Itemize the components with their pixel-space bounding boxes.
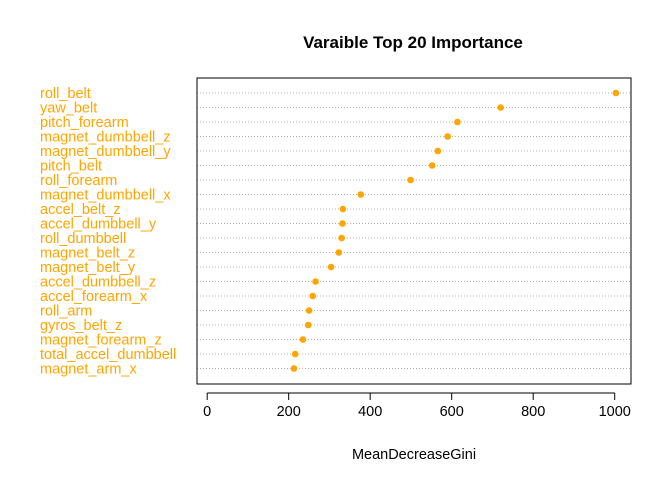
data-point bbox=[339, 205, 347, 213]
data-point bbox=[291, 350, 299, 358]
x-tick-label: 800 bbox=[521, 404, 545, 420]
category-label: accel_forearm_x bbox=[40, 289, 148, 305]
x-tick-label: 0 bbox=[203, 404, 211, 420]
data-point bbox=[497, 104, 504, 111]
data-point bbox=[305, 307, 313, 314]
category-label: pitch_forearm bbox=[40, 115, 129, 131]
data-point bbox=[339, 220, 346, 227]
category-label: magnet_forearm_z bbox=[40, 333, 162, 349]
category-label: accel_dumbbell_z bbox=[40, 275, 156, 291]
category-labels: roll_beltyaw_beltpitch_forearmmagnet_dum… bbox=[40, 86, 176, 378]
data-points bbox=[290, 89, 620, 372]
grid-lines bbox=[197, 92, 631, 369]
data-point bbox=[357, 191, 365, 198]
category-label: magnet_dumbbell_z bbox=[40, 130, 171, 146]
data-point bbox=[428, 162, 436, 169]
data-point bbox=[290, 365, 298, 372]
data-point bbox=[327, 263, 335, 271]
chart-title: Varaible Top 20 Importance bbox=[303, 33, 523, 52]
data-point bbox=[444, 133, 451, 140]
category-label: gyros_belt_z bbox=[40, 318, 122, 334]
category-label: magnet_dumbbell_y bbox=[40, 144, 171, 160]
data-point bbox=[309, 292, 317, 300]
x-axis: 0 200 400 600 800 1000 bbox=[203, 392, 631, 420]
category-label: pitch_belt bbox=[40, 159, 102, 175]
data-point bbox=[338, 234, 345, 242]
category-label: accel_dumbbell_y bbox=[40, 217, 157, 233]
data-point bbox=[454, 118, 461, 126]
x-tick-label: 1000 bbox=[599, 404, 631, 420]
category-label: accel_belt_z bbox=[40, 202, 121, 218]
category-label: yaw_belt bbox=[40, 101, 97, 117]
category-label: roll_dumbbell bbox=[40, 231, 126, 247]
x-axis-label: MeanDecreaseGini bbox=[352, 447, 476, 463]
category-label: roll_arm bbox=[40, 304, 92, 320]
data-point bbox=[434, 147, 442, 155]
category-label: roll_forearm bbox=[40, 173, 117, 189]
data-point bbox=[299, 336, 307, 343]
data-point bbox=[304, 321, 312, 329]
category-label: magnet_dumbbell_x bbox=[40, 188, 171, 204]
plot-frame bbox=[196, 77, 632, 385]
data-point bbox=[335, 249, 343, 256]
category-label: magnet_belt_z bbox=[40, 246, 135, 262]
data-point bbox=[312, 278, 319, 285]
x-tick-label: 600 bbox=[440, 404, 464, 420]
category-label: magnet_arm_x bbox=[40, 362, 137, 378]
data-point bbox=[612, 89, 620, 97]
category-label: roll_belt bbox=[40, 86, 91, 102]
x-tick-label: 200 bbox=[277, 404, 301, 420]
category-label: total_accel_dumbbell bbox=[40, 347, 176, 363]
category-label: magnet_belt_y bbox=[40, 260, 136, 276]
data-point bbox=[407, 176, 414, 184]
x-tick-label: 400 bbox=[358, 404, 382, 420]
